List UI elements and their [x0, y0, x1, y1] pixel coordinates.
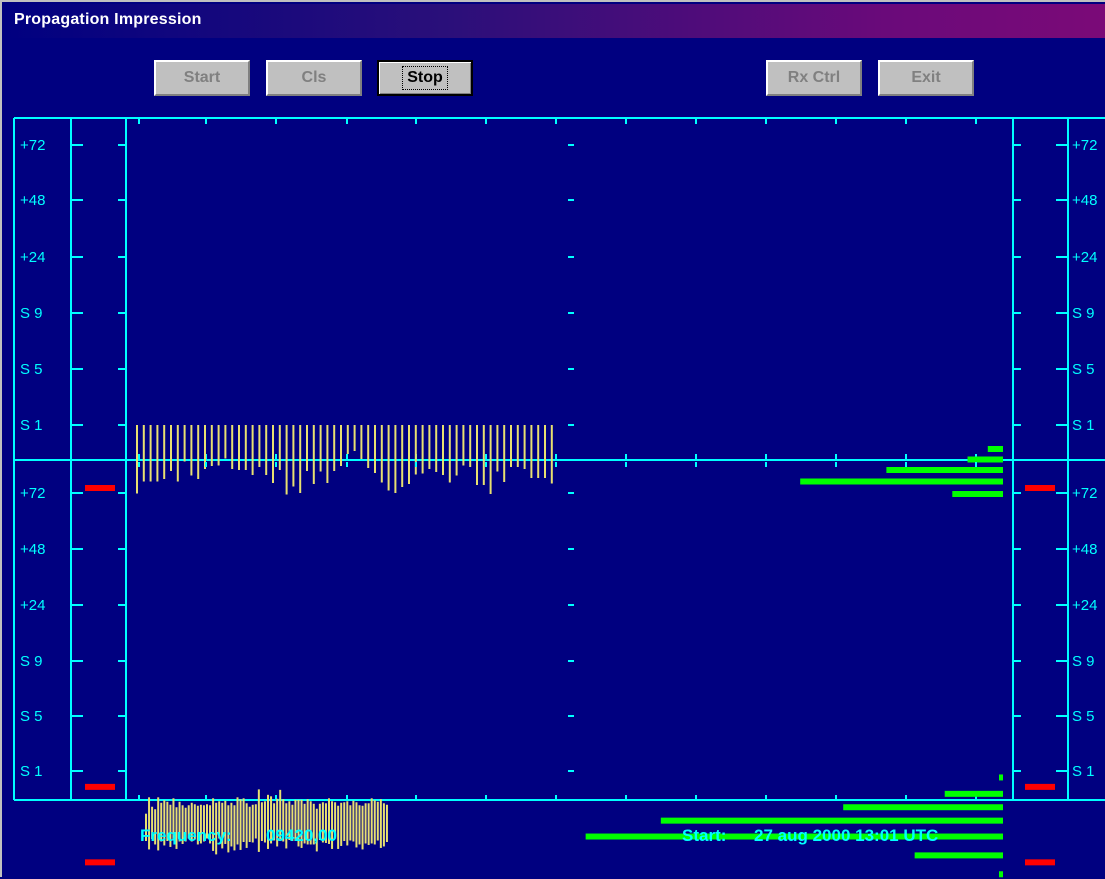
- stop-button[interactable]: Stop: [377, 60, 473, 96]
- scale-label-left: +48: [20, 192, 45, 209]
- scale-label-right: S 1: [1072, 417, 1095, 434]
- frequency-label: Frequency:: [140, 826, 232, 845]
- scale-label-right: S 1: [1072, 763, 1095, 780]
- level-marker-left: [85, 783, 115, 790]
- scale-label-left: +24: [20, 597, 45, 614]
- scale-label-right: +48: [1072, 192, 1097, 209]
- stop-button-label: Stop: [402, 66, 448, 90]
- scale-label-left: S 1: [20, 417, 43, 434]
- level-marker-left: [85, 485, 115, 491]
- scale-label-left: +48: [20, 541, 45, 558]
- scale-label-right: +72: [1072, 485, 1097, 502]
- scale-label-left: +72: [20, 485, 45, 502]
- histogram-bar: [843, 804, 1003, 811]
- scale-label-right: S 5: [1072, 708, 1095, 725]
- scale-label-left: +72: [20, 137, 45, 154]
- scale-label-left: S 9: [20, 653, 43, 670]
- frequency-value: 09420,00: [266, 826, 337, 845]
- scale-label-left: S 5: [20, 708, 43, 725]
- title-bar[interactable]: Propagation Impression: [4, 4, 1105, 38]
- start-time-value: 27 aug 2000 13:01 UTC: [754, 826, 939, 845]
- histogram-bar: [800, 478, 1003, 485]
- histogram-bar: [952, 491, 1003, 497]
- scale-label-left: S 1: [20, 763, 43, 780]
- start-time-label: Start:: [682, 826, 727, 845]
- scale-label-right: +24: [1072, 597, 1097, 614]
- scale-label-right: +48: [1072, 541, 1097, 558]
- scale-label-left: +24: [20, 249, 45, 266]
- histogram-bar: [944, 790, 1003, 797]
- histogram-bar: [585, 833, 1003, 840]
- level-marker-right: [1025, 859, 1055, 866]
- histogram-bar: [914, 852, 1003, 859]
- scale-label-right: +24: [1072, 249, 1097, 266]
- level-marker-right: [1025, 783, 1055, 790]
- exit-button[interactable]: Exit: [878, 60, 974, 96]
- level-marker-right: [1025, 485, 1055, 491]
- scale-label-right: +72: [1072, 137, 1097, 154]
- scale-label-right: S 9: [1072, 653, 1095, 670]
- cls-button-label: Cls: [301, 69, 327, 86]
- scale-label-left: S 9: [20, 305, 43, 322]
- exit-button-label: Exit: [911, 69, 941, 86]
- histogram-bar: [987, 446, 1003, 452]
- rx-ctrl-button[interactable]: Rx Ctrl: [766, 60, 862, 96]
- histogram-bar: [660, 817, 1003, 824]
- rx-ctrl-button-label: Rx Ctrl: [787, 69, 841, 86]
- histogram-bar: [886, 467, 1003, 473]
- start-button-label: Start: [183, 69, 221, 86]
- level-marker-left: [85, 859, 115, 866]
- cls-button[interactable]: Cls: [266, 60, 362, 96]
- window-title: Propagation Impression: [14, 11, 202, 28]
- histogram-bar: [999, 774, 1003, 781]
- histogram-bar: [999, 871, 1003, 878]
- scale-label-right: S 9: [1072, 305, 1095, 322]
- histogram-bar: [967, 456, 1003, 463]
- start-button[interactable]: Start: [154, 60, 250, 96]
- scale-label-left: S 5: [20, 361, 43, 378]
- scale-label-right: S 5: [1072, 361, 1095, 378]
